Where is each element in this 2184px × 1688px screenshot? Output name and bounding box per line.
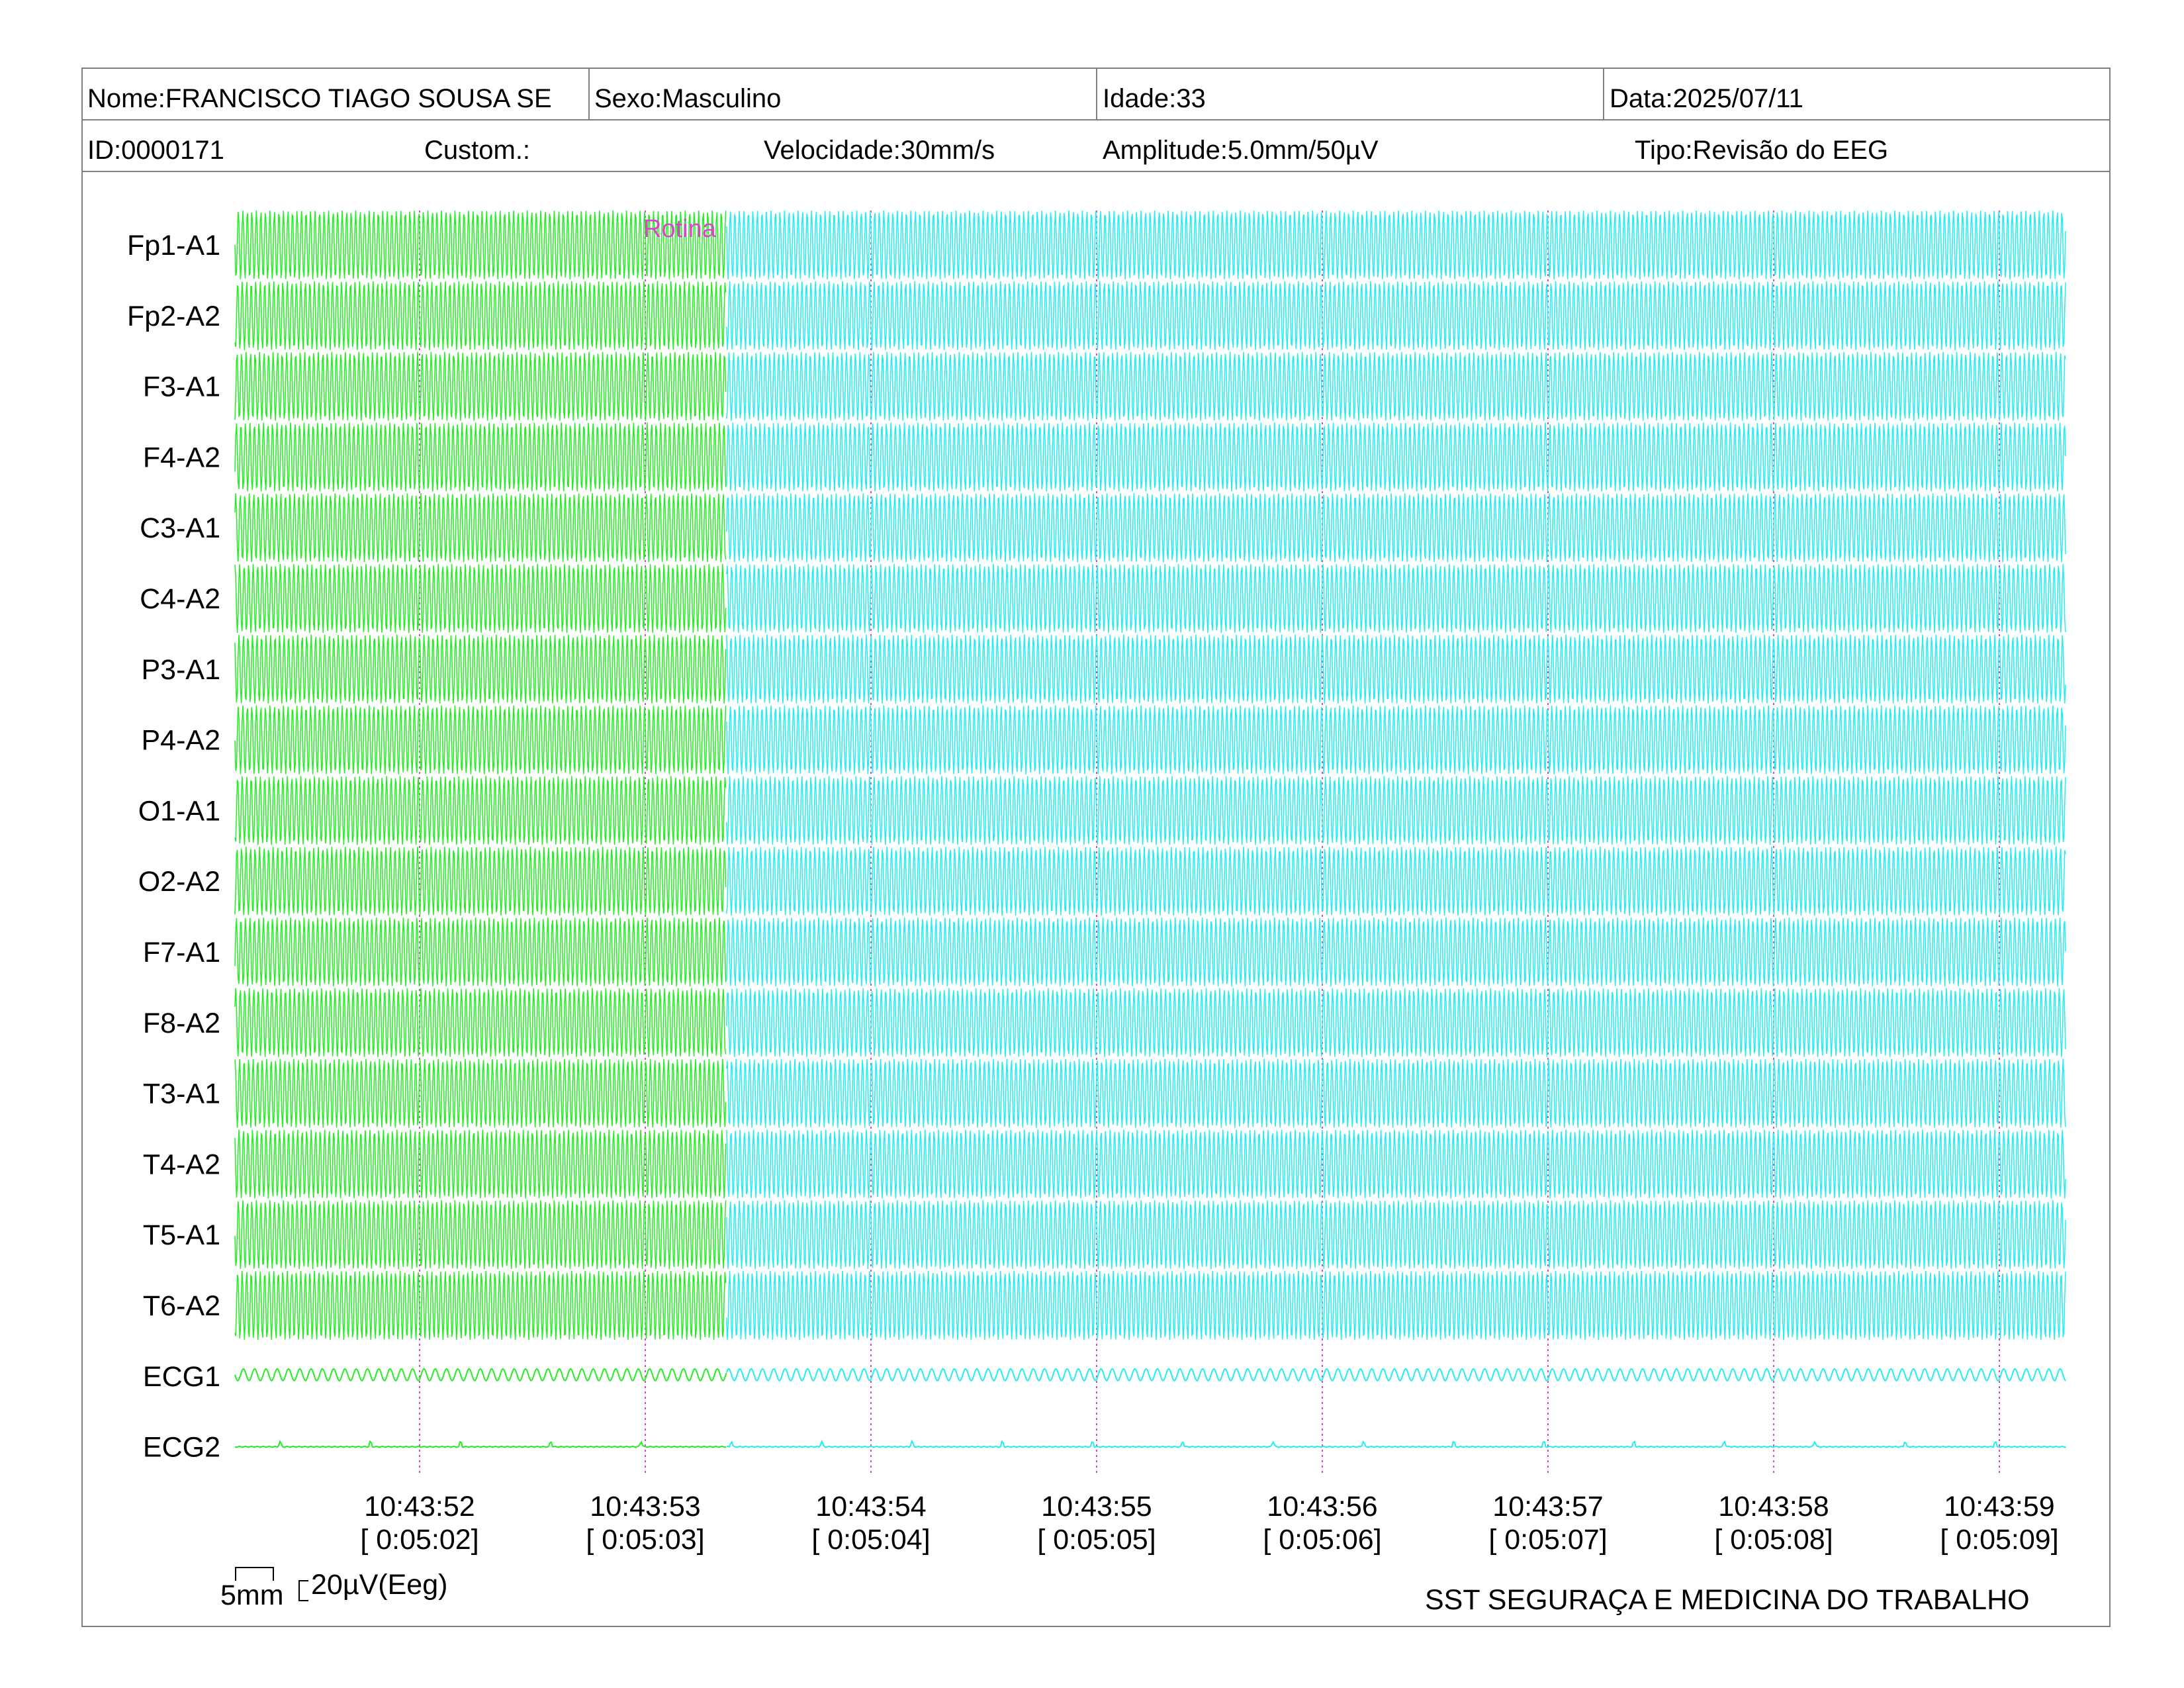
channel-label: ECG2 [143,1432,220,1464]
trace-t4-a2-after [726,1129,2066,1199]
trace-c4-a2-after [726,563,2066,633]
time-tick-clock: 10:43:55 [1041,1491,1152,1523]
time-scale-bar [235,1567,274,1581]
trace-f7-a1-before [234,917,727,987]
trace-t6-a2-before [234,1270,727,1340]
channel-label: P4-A2 [141,725,220,757]
trace-f3-a1-after [726,352,2066,421]
speed-setting: Velocidade:30mm/s [764,136,995,165]
time-tick-clock: 10:43:54 [815,1491,926,1523]
channel-label: O1-A1 [138,795,220,827]
time-tick-elapsed: [ 0:05:03] [586,1524,704,1556]
trace-f8-a2-after [726,988,2066,1057]
header-col-divider-1 [588,68,590,119]
trace-fp1-a1-before [234,210,727,280]
channel-label: C3-A1 [140,512,220,544]
trace-f4-a2-after [726,422,2066,492]
trace-t6-a2-after [726,1270,2066,1340]
exam-date: Data:2025/07/11 [1610,84,1803,113]
channel-label: F4-A2 [143,442,220,473]
time-tick-elapsed: [ 0:05:04] [811,1524,930,1556]
channel-label: O2-A2 [138,866,220,898]
time-tick-elapsed: [ 0:05:09] [1940,1524,2058,1556]
patient-id: ID:0000171 [87,136,224,165]
trace-t3-a1-after [726,1058,2066,1128]
record-type: Tipo:Revisão do EEG [1635,136,1889,165]
trace-p4-a2-before [234,705,727,774]
time-tick-clock: 10:43:59 [1944,1491,2054,1523]
time-tick-clock: 10:43:53 [590,1491,700,1523]
trace-f3-a1-before [234,352,727,421]
header-col-divider-3 [1603,68,1604,119]
amplitude-scale-bar [298,1580,308,1601]
trace-fp1-a1-after [726,210,2066,280]
time-tick-clock: 10:43:57 [1492,1491,1603,1523]
time-tick-elapsed: [ 0:05:02] [360,1524,478,1556]
trace-p3-a1-after [726,634,2066,704]
trace-t5-a1-after [726,1200,2066,1270]
trace-c3-a1-after [726,493,2066,563]
custom-field: Custom.: [424,136,531,165]
patient-sex: Sexo:Masculino [594,84,782,113]
trace-fp2-a2-before [234,281,727,350]
channel-label: ECG1 [143,1361,220,1393]
trace-p3-a1-before [234,634,727,704]
trace-ecg2-before [234,1439,727,1448]
time-tick-clock: 10:43:58 [1718,1491,1829,1523]
channel-label: T6-A2 [143,1290,220,1322]
scale-time-label: 5mm [220,1579,284,1611]
trace-o1-a1-after [726,776,2066,845]
time-tick-elapsed: [ 0:05:06] [1263,1524,1381,1556]
channel-label: Fp1-A1 [127,230,220,261]
trace-t4-a2-before [234,1129,727,1199]
trace-t3-a1-before [234,1058,727,1128]
trace-p4-a2-after [726,705,2066,774]
time-tick-clock: 10:43:56 [1267,1491,1377,1523]
trace-fp2-a2-after [726,281,2066,350]
channel-label: Fp2-A2 [127,301,220,332]
patient-age: Idade:33 [1103,84,1206,113]
channel-label: T5-A1 [143,1219,220,1251]
trace-o2-a2-before [234,847,727,916]
trace-ecg1-after [725,1368,2067,1382]
amplitude-setting: Amplitude:5.0mm/50µV [1103,136,1379,165]
trace-o1-a1-before [234,776,727,845]
patient-name: Nome:FRANCISCO TIAGO SOUSA SE [87,84,552,113]
header-divider-1 [81,119,2111,120]
channel-label: F3-A1 [143,371,220,403]
trace-c3-a1-before [234,493,727,563]
trace-ecg2-after [726,1439,2066,1448]
channel-label: T3-A1 [143,1078,220,1110]
trace-f8-a2-before [234,988,727,1057]
trace-c4-a2-before [234,563,727,633]
time-tick-elapsed: [ 0:05:05] [1037,1524,1156,1556]
header-divider-2 [81,171,2111,172]
trace-t5-a1-before [234,1200,727,1270]
channel-label: F8-A2 [143,1008,220,1039]
footer-company: SST SEGURAÇA E MEDICINA DO TRABALHO [1425,1584,2030,1616]
annotation-label: Rotina [643,215,717,243]
trace-ecg1-before [234,1368,727,1382]
channel-label: F7-A1 [143,937,220,968]
trace-o2-a2-after [726,847,2066,916]
scale-amp-label: 20µV(Eeg) [311,1569,448,1601]
channel-label: P3-A1 [141,654,220,686]
time-tick-clock: 10:43:52 [364,1491,475,1523]
trace-f7-a1-after [726,917,2066,987]
channel-label: T4-A2 [143,1149,220,1180]
channel-label: C4-A2 [140,583,220,615]
time-tick-elapsed: [ 0:05:07] [1488,1524,1607,1556]
trace-f4-a2-before [234,422,727,492]
header-col-divider-2 [1096,68,1097,119]
time-tick-elapsed: [ 0:05:08] [1714,1524,1833,1556]
